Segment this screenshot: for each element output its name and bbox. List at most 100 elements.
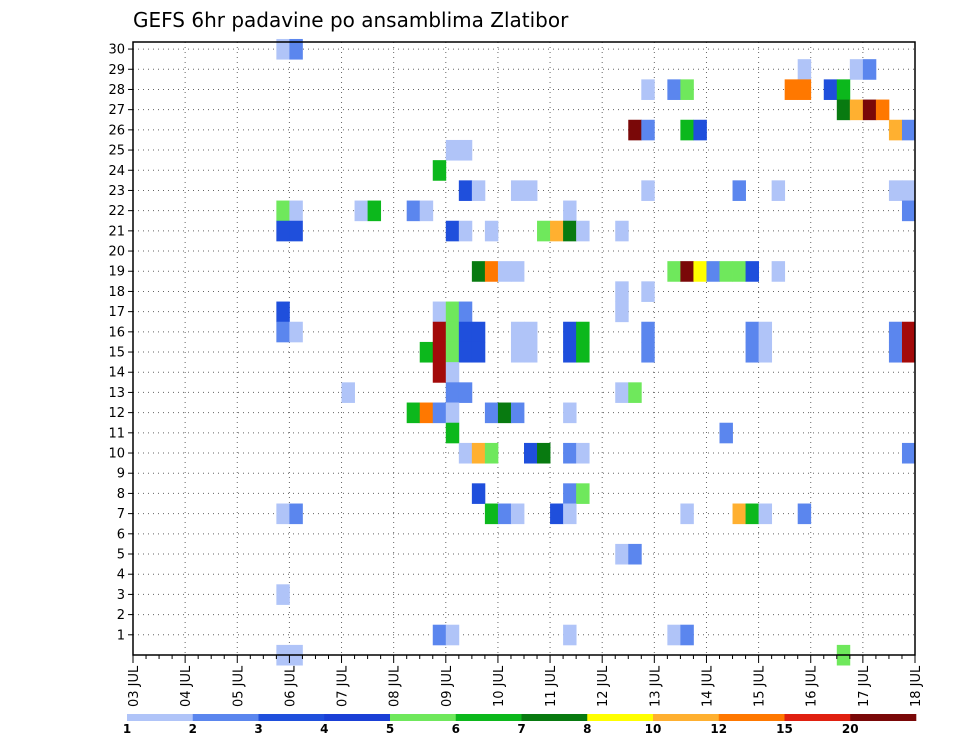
data-cell <box>367 200 382 222</box>
colorbar-swatch <box>127 714 194 721</box>
data-cell <box>797 59 812 80</box>
data-cell <box>641 321 655 343</box>
data-cell <box>471 483 486 504</box>
colorbar-label: 5 <box>386 722 394 736</box>
data-cell <box>836 79 851 100</box>
data-cell <box>524 341 538 363</box>
data-cell <box>888 119 903 141</box>
data-cell <box>550 503 564 525</box>
data-cell <box>641 180 655 201</box>
data-cell <box>563 442 577 464</box>
x-tick-label: 17 JUL <box>857 665 872 707</box>
y-tick-label: 11 <box>108 426 125 441</box>
colorbar-label: 15 <box>776 722 793 736</box>
data-cell <box>510 503 525 525</box>
data-cell <box>563 624 577 646</box>
data-cell <box>419 200 434 222</box>
y-tick-label: 21 <box>108 224 125 239</box>
data-cell <box>563 321 577 343</box>
data-cell <box>497 402 512 424</box>
data-cell <box>901 180 916 201</box>
y-tick-label: 27 <box>108 103 125 118</box>
data-cell <box>576 321 590 343</box>
colorbar-label: 20 <box>842 722 859 736</box>
data-cell <box>615 543 629 565</box>
data-cell <box>849 99 864 121</box>
data-cell <box>797 503 812 525</box>
data-cell <box>458 139 473 161</box>
data-cell <box>497 261 512 282</box>
data-cell <box>484 261 499 282</box>
x-tick-label: 12 JUL <box>596 665 611 707</box>
data-cell <box>458 341 473 363</box>
y-tick-label: 20 <box>108 245 125 260</box>
y-tick-label: 13 <box>108 386 125 401</box>
x-tick-label: 09 JUL <box>440 665 455 707</box>
y-tick-label: 7 <box>117 507 125 522</box>
data-cell <box>719 261 733 282</box>
data-cell <box>458 382 473 403</box>
x-tick-label: 18 JUL <box>909 665 924 707</box>
data-cell <box>289 220 303 242</box>
y-tick-label: 26 <box>108 123 125 138</box>
data-cell <box>667 79 681 100</box>
y-tick-label: 9 <box>117 467 125 482</box>
data-cell <box>563 503 577 525</box>
data-cell <box>641 281 655 302</box>
data-cell <box>524 321 538 343</box>
data-cell <box>758 321 773 343</box>
data-cell <box>289 321 303 343</box>
data-cell <box>445 301 460 323</box>
data-cell <box>563 220 577 242</box>
data-cell <box>888 341 903 363</box>
data-cell <box>901 119 916 141</box>
data-cell <box>432 341 447 363</box>
data-cell <box>445 624 460 646</box>
x-tick-label: 15 JUL <box>753 665 768 707</box>
x-tick-label: 16 JUL <box>805 665 820 707</box>
data-cell <box>745 341 759 363</box>
data-cell <box>732 261 746 282</box>
data-cell <box>432 301 447 323</box>
data-cell <box>510 341 525 363</box>
y-tick-label: 6 <box>117 527 125 542</box>
data-cell <box>771 261 786 282</box>
x-tick-label: 05 JUL <box>231 665 246 707</box>
data-cell <box>484 503 499 525</box>
data-cell <box>615 382 629 403</box>
data-cell <box>289 503 303 525</box>
colorbar-swatch <box>587 714 654 721</box>
data-cell <box>471 180 486 201</box>
data-cell <box>445 402 460 424</box>
colorbar-swatch <box>258 714 325 721</box>
data-cell <box>745 321 759 343</box>
x-tick-label: 03 JUL <box>127 665 142 707</box>
data-cell <box>615 301 629 323</box>
y-tick-label: 8 <box>117 487 125 502</box>
data-cell <box>901 321 916 343</box>
data-cell <box>419 341 434 363</box>
data-cell <box>615 220 629 242</box>
colorbar-label: 8 <box>583 722 591 736</box>
data-cell <box>628 119 642 141</box>
data-cell <box>706 261 720 282</box>
x-tick-label: 07 JUL <box>336 665 351 707</box>
colorbar-label: 1 <box>123 722 131 736</box>
colorbar-swatch <box>521 714 588 721</box>
y-tick-label: 19 <box>108 265 125 280</box>
y-tick-label: 1 <box>117 628 125 643</box>
y-tick-label: 15 <box>108 346 125 361</box>
colorbar-swatch <box>653 714 720 721</box>
data-cell <box>667 261 681 282</box>
data-cell <box>719 422 733 444</box>
data-cell <box>797 79 812 100</box>
y-tick-label: 12 <box>108 406 125 421</box>
data-cell <box>641 341 655 363</box>
data-cell <box>758 341 773 363</box>
chart-title: GEFS 6hr padavine po ansamblima Zlatibor <box>133 8 569 32</box>
colorbar-label: 7 <box>517 722 525 736</box>
y-tick-label: 3 <box>117 588 125 603</box>
data-cell <box>445 139 460 161</box>
y-tick-label: 22 <box>108 204 125 219</box>
